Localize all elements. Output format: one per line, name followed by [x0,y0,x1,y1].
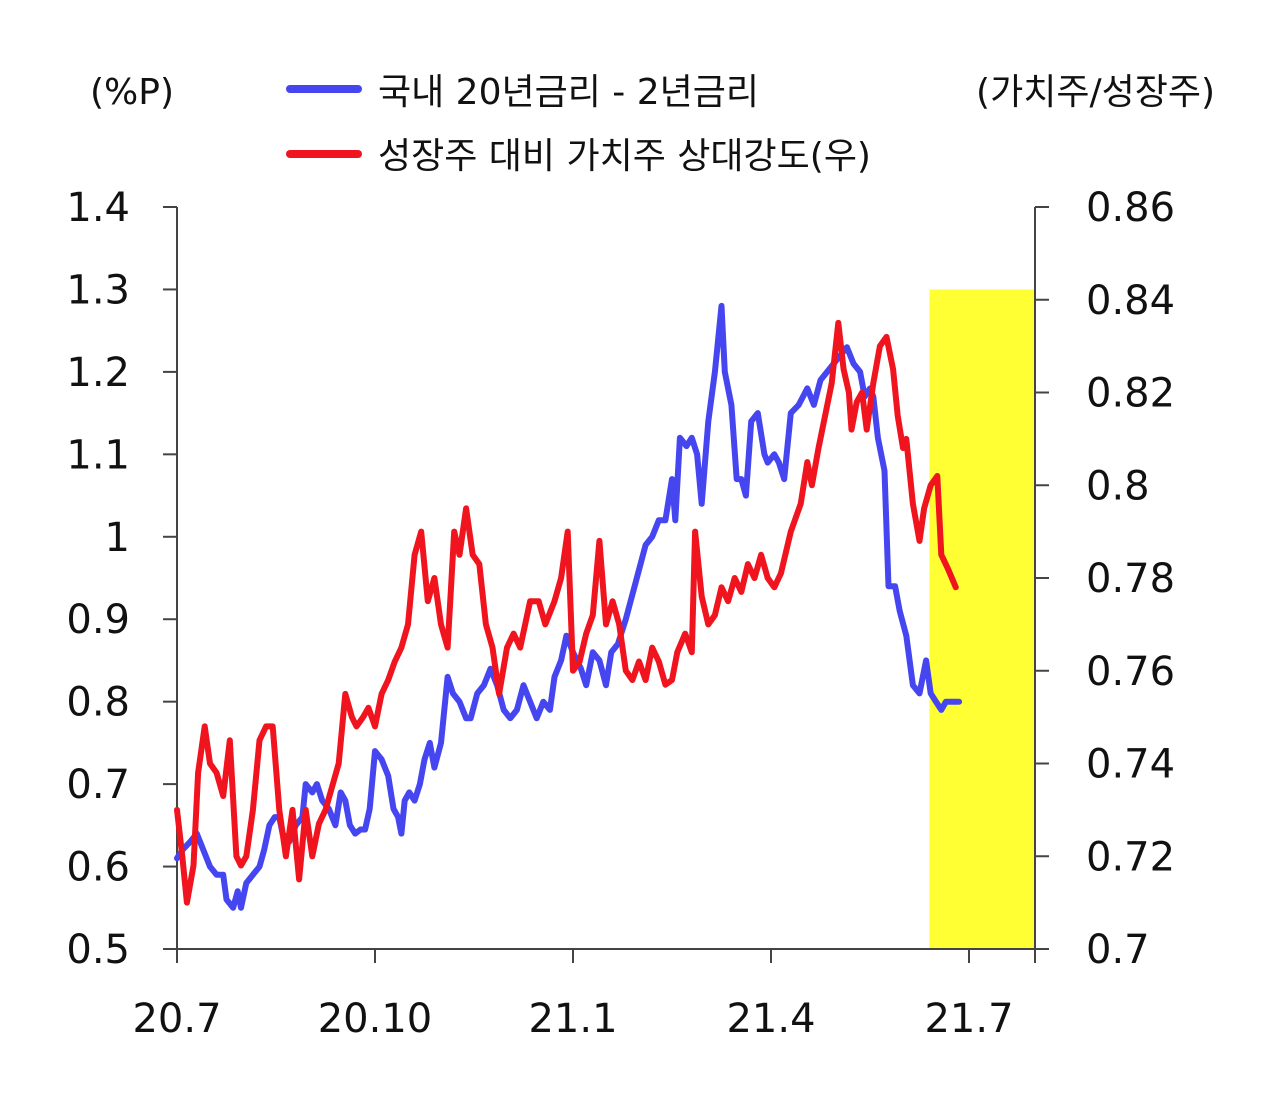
right-tick-label: 0.84 [1086,278,1175,324]
series-group [174,302,963,911]
left-tick-label: 0.9 [66,597,130,643]
x-tick-label: 21.4 [726,996,815,1042]
left-tick-label: 1.1 [66,432,130,478]
series-line-value-growth [174,319,959,906]
x-tick-label: 20.10 [318,996,433,1042]
right-y-ticks: 0.7 0.72 0.74 0.76 0.78 0.8 0.82 0.84 0.86 [1035,185,1175,973]
legend-label-yield-spread: 국내 20년금리 - 2년금리 [378,72,759,113]
right-tick-label: 0.72 [1086,834,1175,880]
right-tick-label: 0.86 [1086,185,1175,231]
right-tick-label: 0.78 [1086,556,1175,602]
left-axis-unit: (%P) [90,72,174,113]
x-tick-label: 20.7 [132,996,221,1042]
right-tick-label: 0.7 [1086,927,1150,973]
left-tick-label: 0.5 [66,927,130,973]
left-tick-label: 0.8 [66,680,130,726]
left-tick-label: 1.2 [66,350,130,396]
x-tick-label: 21.7 [924,996,1013,1042]
right-tick-label: 0.82 [1086,371,1175,417]
left-tick-label: 0.7 [66,762,130,808]
left-tick-label: 1 [105,515,130,561]
x-tick-label: 21.1 [528,996,617,1042]
legend-label-value-growth: 성장주 대비 가치주 상대강도(우) [378,136,871,177]
left-tick-label: 0.6 [66,845,130,891]
right-tick-label: 0.76 [1086,649,1175,695]
x-ticks: 20.7 20.10 21.1 21.4 21.7 [132,949,1036,1042]
highlight-region [929,289,1035,949]
left-y-ticks: 0.5 0.6 0.7 0.8 0.9 1 1.1 1.2 1.3 1.4 [66,185,177,973]
legend: 국내 20년금리 - 2년금리 성장주 대비 가치주 상대강도(우) [286,72,871,177]
right-axis-unit: (가치주/성장주) [976,72,1215,113]
right-tick-label: 0.74 [1086,742,1175,788]
left-tick-label: 1.4 [66,185,130,231]
left-tick-label: 1.3 [66,267,130,313]
right-tick-label: 0.8 [1086,463,1150,509]
